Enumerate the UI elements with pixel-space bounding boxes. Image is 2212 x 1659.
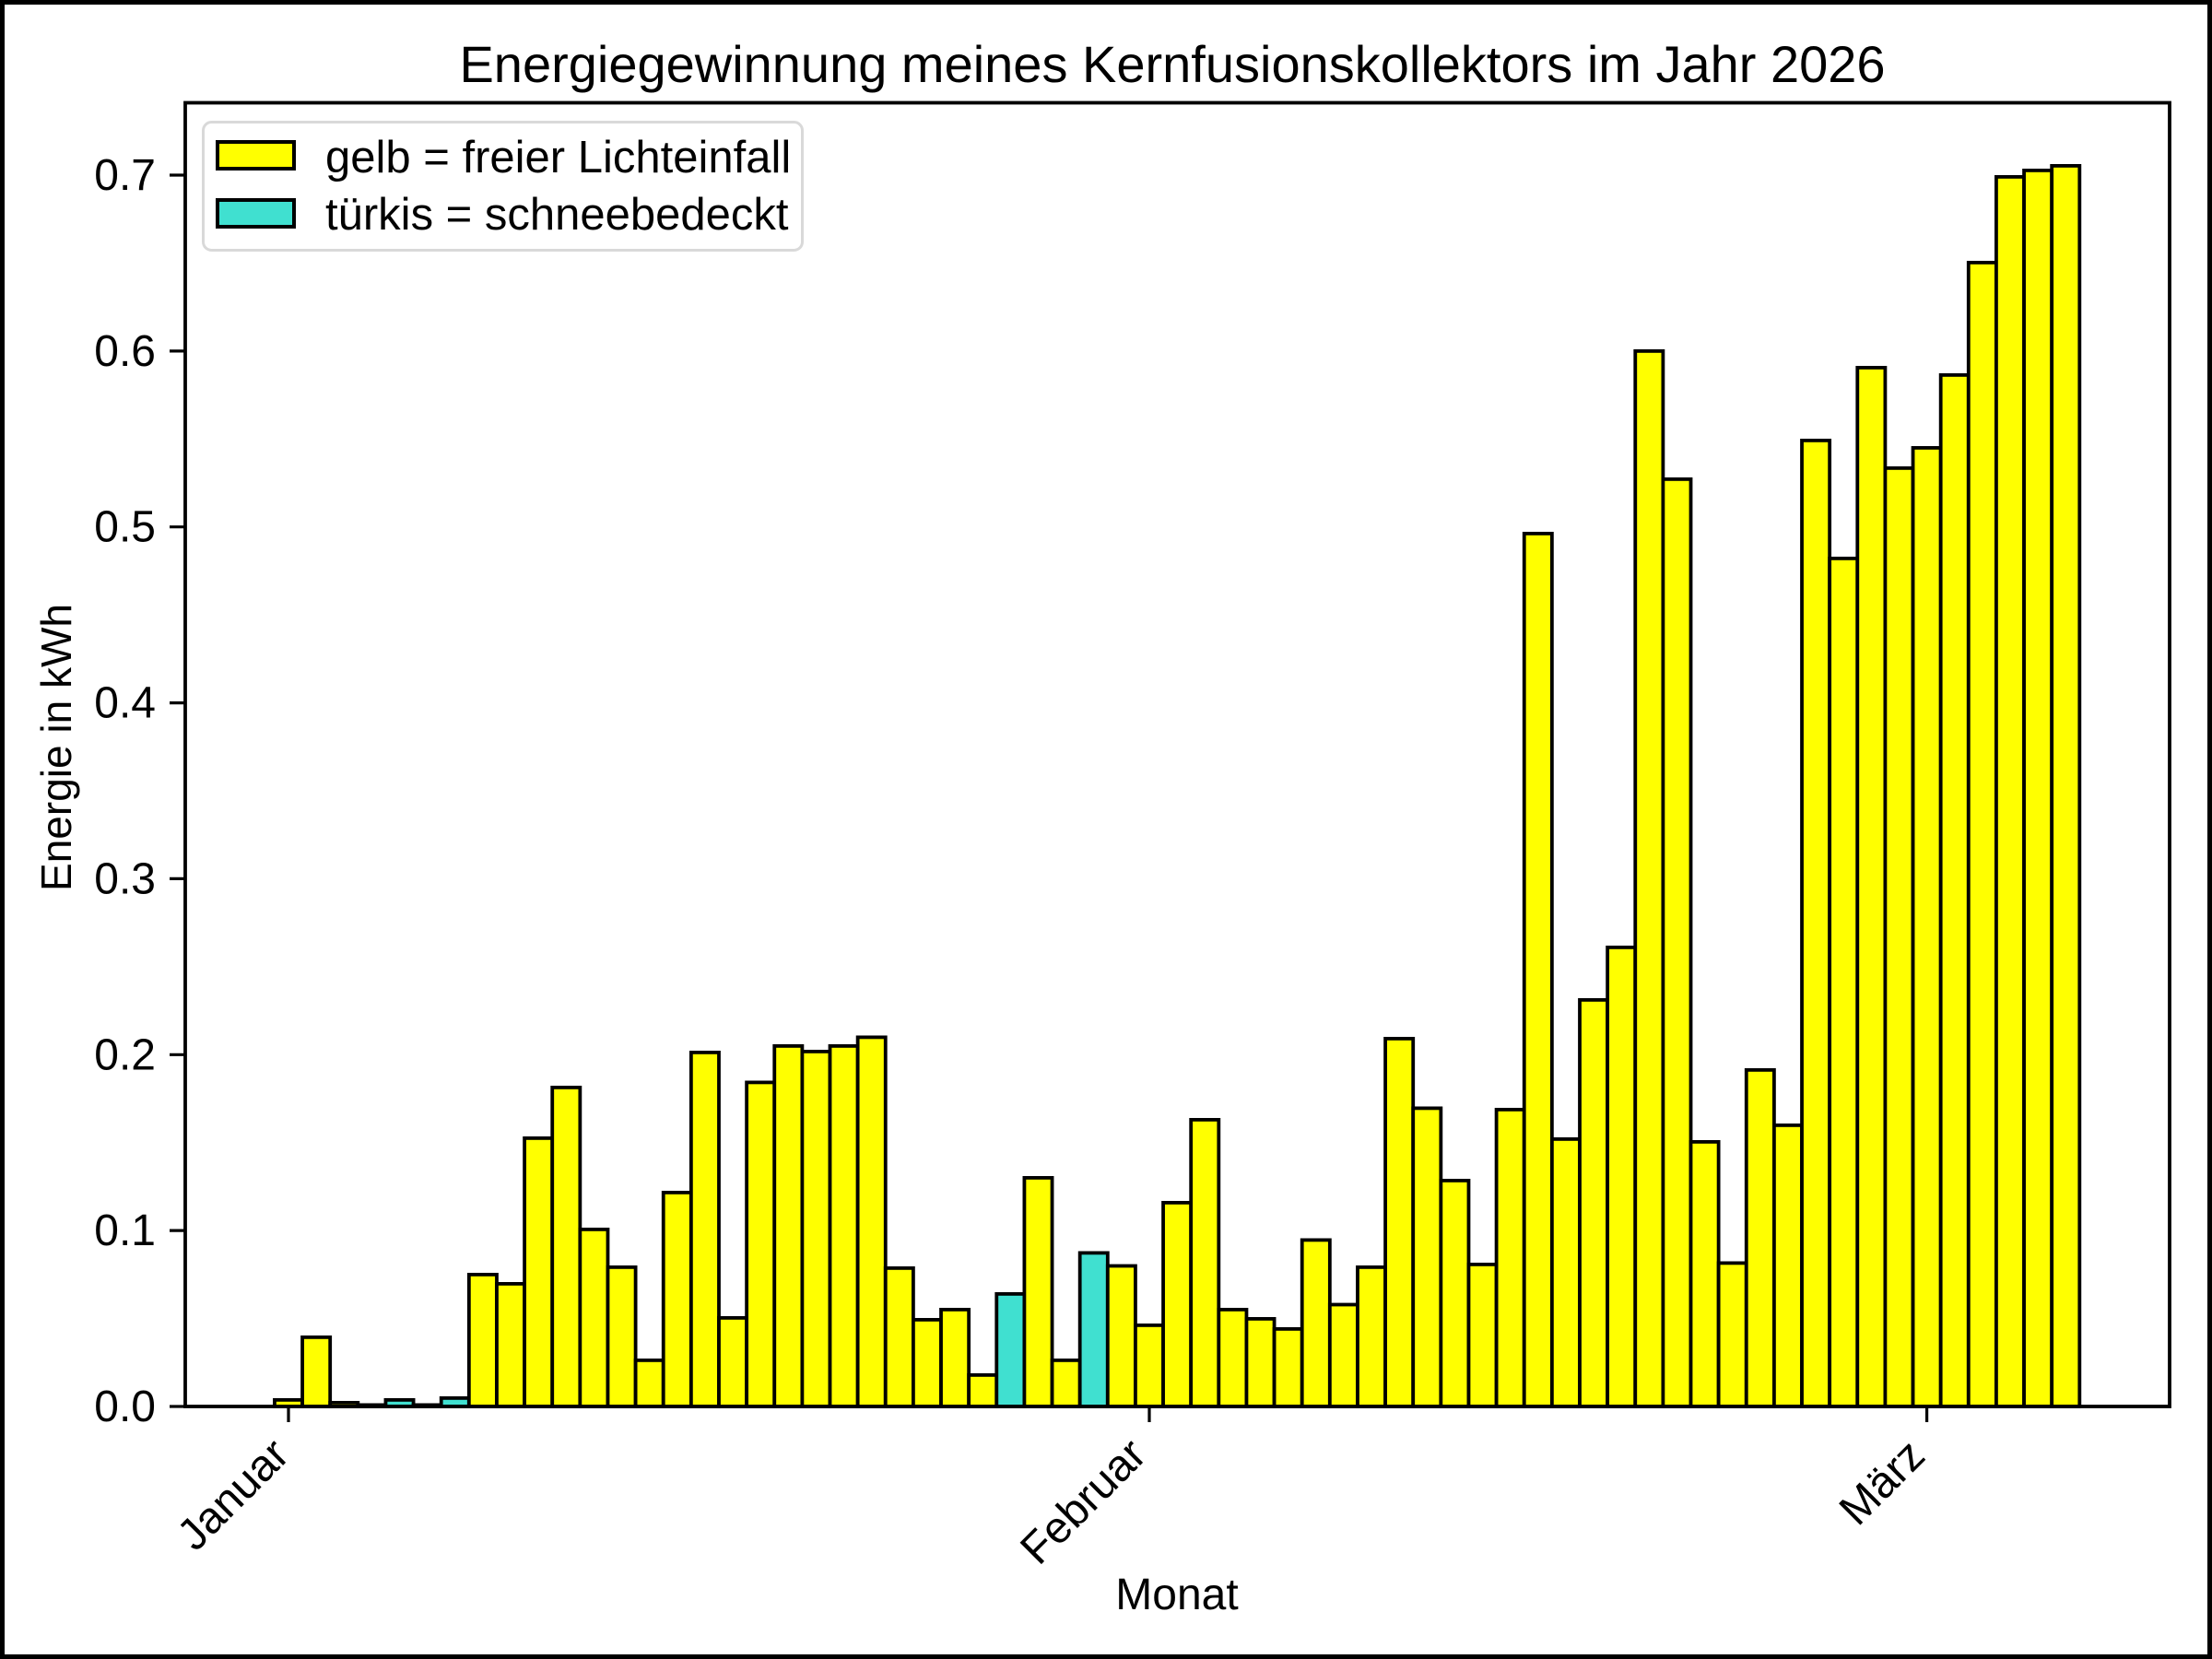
svg-text:0.3: 0.3 xyxy=(94,854,156,903)
svg-text:Energiegewinnung meines Kernfu: Energiegewinnung meines Kernfusionskolle… xyxy=(459,35,1885,93)
svg-text:0.0: 0.0 xyxy=(94,1382,156,1431)
svg-text:0.4: 0.4 xyxy=(94,679,156,728)
svg-text:0.6: 0.6 xyxy=(94,327,156,376)
svg-text:türkis = schneebedeckt: türkis = schneebedeckt xyxy=(325,190,789,240)
svg-text:0.5: 0.5 xyxy=(94,503,156,552)
svg-text:0.1: 0.1 xyxy=(94,1206,156,1255)
svg-text:0.7: 0.7 xyxy=(94,151,156,200)
svg-text:gelb = freier Lichteinfall: gelb = freier Lichteinfall xyxy=(325,133,791,182)
svg-text:0.2: 0.2 xyxy=(94,1030,156,1079)
svg-text:Energie in kWh: Energie in kWh xyxy=(32,604,80,891)
svg-text:Monat: Monat xyxy=(1115,1571,1238,1619)
